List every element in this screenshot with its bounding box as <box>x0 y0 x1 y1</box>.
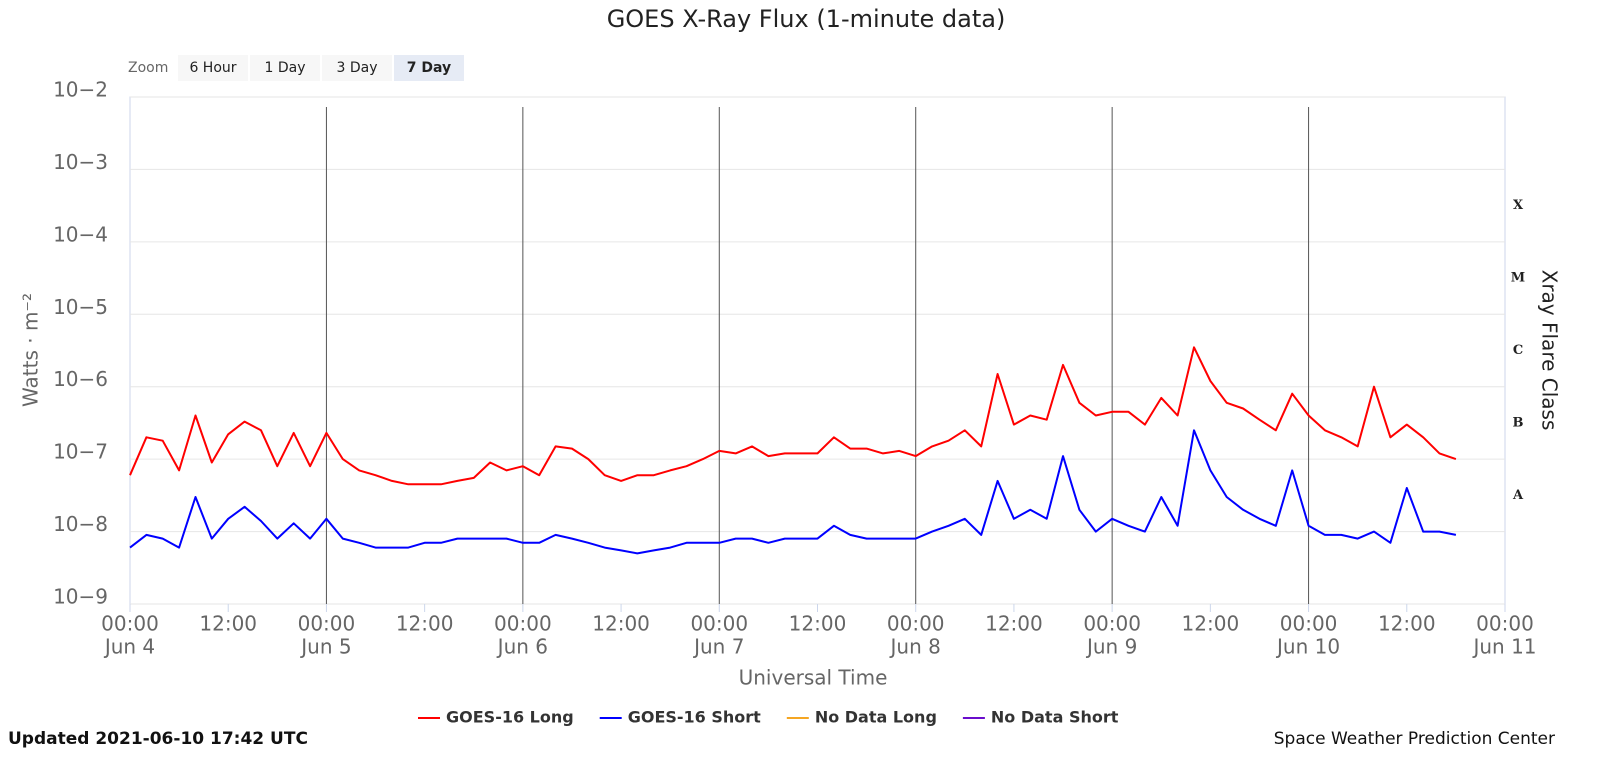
zoom-button[interactable] <box>394 55 464 81</box>
y-tick-label: 10−7 <box>53 440 108 464</box>
y-tick-label: 10−6 <box>53 367 108 391</box>
legend-label[interactable]: No Data Short <box>991 708 1119 727</box>
y-axis-label: Watts · m⁻² <box>19 293 43 407</box>
y-tick-label: 10−2 <box>53 78 108 102</box>
x-tick-label: 00:00 <box>298 612 356 636</box>
zoom-button-label[interactable]: 7 Day <box>407 60 451 76</box>
legend-label[interactable]: GOES-16 Long <box>446 708 574 727</box>
zoom-button[interactable] <box>178 55 248 81</box>
plot-area <box>129 96 1506 605</box>
zoom-button[interactable] <box>250 55 320 81</box>
x-tick-date: Jun 7 <box>692 635 744 659</box>
flare-class-label: C <box>1513 343 1523 358</box>
x-tick-label: 12:00 <box>199 612 257 636</box>
chart-title: GOES X-Ray Flux (1-minute data) <box>607 5 1006 33</box>
x-tick-label: 00:00 <box>1083 612 1141 636</box>
flare-class-label: A <box>1512 488 1524 503</box>
x-tick-label: 00:00 <box>690 612 748 636</box>
flare-class-label: B <box>1513 415 1524 430</box>
zoom-button-label[interactable]: 6 Hour <box>189 60 236 76</box>
x-tick-date: Jun 6 <box>496 635 548 659</box>
series-line <box>129 346 1457 486</box>
x-tick-date: Jun 10 <box>1275 635 1340 659</box>
y2-axis-label: Xray Flare Class <box>1538 270 1562 431</box>
x-tick-label: 12:00 <box>1182 612 1240 636</box>
x-tick-date: Jun 9 <box>1085 635 1137 659</box>
y-tick-label: 10−5 <box>53 295 108 319</box>
flare-class-label: M <box>1511 271 1525 286</box>
x-tick-label: 00:00 <box>101 612 159 636</box>
x-tick-date: Jun 4 <box>103 635 155 659</box>
y-tick-label: 10−3 <box>53 150 108 174</box>
y-tick-label: 10−8 <box>53 512 108 536</box>
zoom-button-label[interactable]: 1 Day <box>264 60 305 76</box>
flare-class-label: X <box>1513 198 1524 213</box>
legend-label[interactable]: GOES-16 Short <box>628 708 761 727</box>
zoom-button-label[interactable]: 3 Day <box>336 60 377 76</box>
credit: Space Weather Prediction Center <box>1274 729 1555 749</box>
y-tick-label: 10−4 <box>53 222 108 246</box>
x-tick-label: 00:00 <box>1476 612 1534 636</box>
x-tick-label: 12:00 <box>592 612 650 636</box>
zoom-button[interactable] <box>322 55 392 81</box>
x-tick-date: Jun 11 <box>1471 635 1536 659</box>
x-tick-label: 12:00 <box>985 612 1043 636</box>
y-tick-label: 10−9 <box>53 585 108 609</box>
x-tick-date: Jun 5 <box>299 635 351 659</box>
legend-label[interactable]: No Data Long <box>815 708 937 727</box>
x-axis-label: Universal Time <box>739 666 888 690</box>
updated-note: Updated 2021-06-10 17:42 UTC <box>8 729 308 749</box>
zoom-label: Zoom <box>128 60 168 76</box>
x-tick-label: 12:00 <box>789 612 847 636</box>
x-tick-label: 00:00 <box>1280 612 1338 636</box>
series-line <box>129 429 1457 555</box>
x-tick-label: 12:00 <box>396 612 454 636</box>
x-tick-date: Jun 8 <box>889 635 941 659</box>
x-tick-label: 12:00 <box>1378 612 1436 636</box>
x-tick-label: 00:00 <box>887 612 945 636</box>
x-tick-label: 00:00 <box>494 612 552 636</box>
